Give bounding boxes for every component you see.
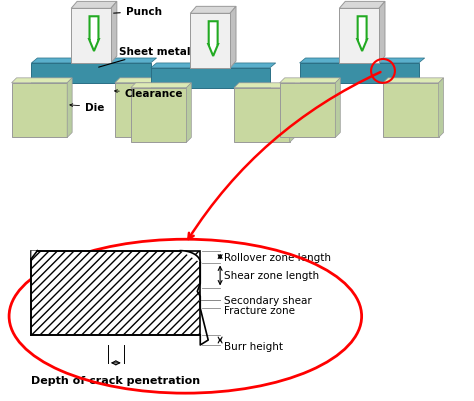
Polygon shape <box>186 83 191 143</box>
Polygon shape <box>191 7 236 14</box>
Polygon shape <box>191 14 230 69</box>
Polygon shape <box>89 17 99 52</box>
Polygon shape <box>379 2 385 64</box>
Polygon shape <box>339 9 379 64</box>
Polygon shape <box>171 79 175 138</box>
Polygon shape <box>383 79 444 83</box>
Polygon shape <box>31 251 200 335</box>
Polygon shape <box>115 79 175 83</box>
Polygon shape <box>290 83 295 143</box>
Polygon shape <box>234 83 295 89</box>
Text: Depth of crack penetration: Depth of crack penetration <box>31 375 201 385</box>
Polygon shape <box>31 251 37 259</box>
Polygon shape <box>115 83 171 138</box>
Polygon shape <box>131 89 186 143</box>
Polygon shape <box>71 2 117 9</box>
Polygon shape <box>357 17 367 52</box>
Polygon shape <box>31 59 156 64</box>
Text: Die: Die <box>70 102 104 112</box>
Text: Secondary shear: Secondary shear <box>224 296 312 306</box>
Polygon shape <box>339 2 385 9</box>
Polygon shape <box>181 251 200 263</box>
Polygon shape <box>131 83 191 89</box>
Text: Shear zone length: Shear zone length <box>224 271 319 281</box>
Text: Fracture zone: Fracture zone <box>224 306 295 316</box>
Polygon shape <box>11 79 72 83</box>
Polygon shape <box>151 69 270 89</box>
Polygon shape <box>234 89 290 143</box>
Polygon shape <box>300 59 425 64</box>
Text: Punch: Punch <box>114 7 162 17</box>
Polygon shape <box>71 9 111 64</box>
Text: Rollover zone length: Rollover zone length <box>224 252 331 262</box>
Polygon shape <box>208 22 218 57</box>
Polygon shape <box>230 7 236 69</box>
Polygon shape <box>438 79 444 138</box>
Polygon shape <box>280 83 335 138</box>
Polygon shape <box>11 83 67 138</box>
Text: Sheet metal: Sheet metal <box>99 47 191 68</box>
Polygon shape <box>67 79 72 138</box>
Polygon shape <box>151 64 276 69</box>
Polygon shape <box>111 2 117 64</box>
Polygon shape <box>383 83 438 138</box>
Text: Clearance: Clearance <box>115 89 183 99</box>
Polygon shape <box>335 79 340 138</box>
Text: Burr height: Burr height <box>224 341 283 351</box>
Polygon shape <box>31 64 151 83</box>
Polygon shape <box>280 79 340 83</box>
Polygon shape <box>300 64 419 83</box>
